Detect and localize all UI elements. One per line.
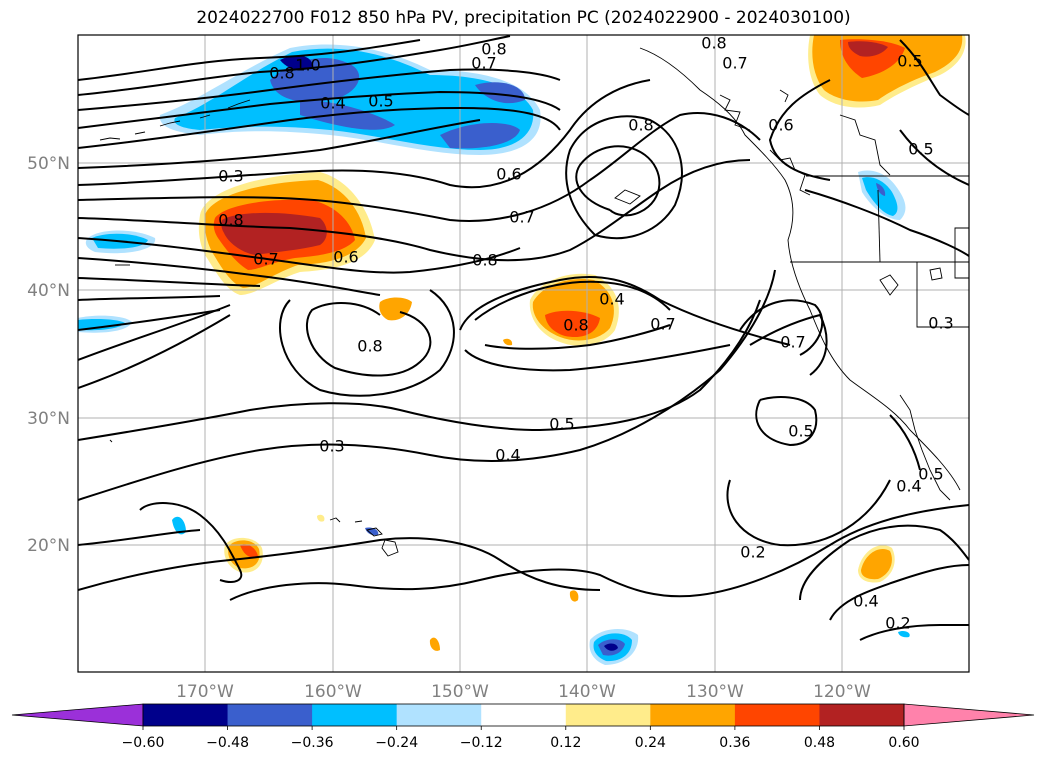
colorbar-swatch bbox=[481, 704, 567, 726]
contour-label: 0.3 bbox=[928, 314, 953, 333]
colorbar-swatch bbox=[819, 704, 905, 726]
colorbar-extend-min bbox=[11, 703, 144, 727]
pv-contours bbox=[78, 35, 969, 641]
contour-label: 0.7 bbox=[650, 315, 675, 334]
map-area: 0.8 1.0 0.8 0.7 0.4 0.5 0.8 0.7 0.5 0.8 … bbox=[78, 34, 969, 672]
colorbar-label: 0.48 bbox=[804, 735, 835, 751]
colorbar-swatch bbox=[227, 704, 313, 726]
colorbar-label: −0.48 bbox=[206, 735, 249, 751]
colorbar-label: −0.24 bbox=[375, 735, 418, 751]
contour-label: 0.5 bbox=[549, 415, 574, 434]
lon-tick-label: 140°W bbox=[558, 682, 616, 702]
colorbar-swatch bbox=[734, 704, 820, 726]
contour-label: 0.8 bbox=[269, 64, 294, 83]
colorbar-label: −0.12 bbox=[460, 735, 503, 751]
contour-label: 0.5 bbox=[368, 92, 393, 111]
contour-label: 0.8 bbox=[563, 316, 588, 335]
colorbar: −0.60 −0.48 −0.36 −0.24 −0.12 0.12 0.24 0.36 0.4… bbox=[11, 703, 1035, 751]
colorbar-swatch bbox=[565, 704, 651, 726]
colorbar-label: 0.12 bbox=[550, 735, 581, 751]
contour-label: 0.8 bbox=[357, 337, 382, 356]
colorbar-swatch bbox=[143, 704, 229, 726]
lon-tick-label: 160°W bbox=[304, 682, 362, 702]
contour-label: 0.4 bbox=[599, 290, 624, 309]
contour-label: 0.7 bbox=[471, 54, 496, 73]
lat-tick-label: 30°N bbox=[27, 409, 70, 429]
lat-tick-label: 40°N bbox=[27, 281, 70, 301]
contour-label: 0.8 bbox=[472, 251, 497, 270]
contour-label: 0.4 bbox=[495, 446, 520, 465]
colorbar-label: 0.60 bbox=[888, 735, 919, 751]
lon-tick-label: 130°W bbox=[686, 682, 744, 702]
contour-label: 0.8 bbox=[481, 40, 506, 59]
map-frame bbox=[77, 34, 970, 673]
contour-label: 0.7 bbox=[780, 333, 805, 352]
coastlines bbox=[99, 47, 969, 557]
contour-label: 0.6 bbox=[496, 165, 521, 184]
contour-label: 0.6 bbox=[768, 116, 793, 135]
contour-label: 0.4 bbox=[320, 94, 345, 113]
contour-label: 0.5 bbox=[788, 422, 813, 441]
lon-tick-labels: 170°W 160°W 150°W 140°W 130°W 120°W bbox=[176, 682, 871, 702]
colorbar-frame bbox=[142, 703, 905, 727]
contour-label: 0.2 bbox=[885, 614, 910, 633]
graticule bbox=[78, 35, 969, 672]
colorbar-swatch bbox=[650, 704, 736, 726]
lat-tick-label: 20°N bbox=[27, 536, 70, 556]
contour-label: 0.4 bbox=[896, 477, 921, 496]
contour-label: 0.7 bbox=[509, 208, 534, 227]
lon-tick-label: 170°W bbox=[176, 682, 234, 702]
contour-label: 0.8 bbox=[701, 34, 726, 53]
contour-label: 0.5 bbox=[918, 465, 943, 484]
contour-label: 0.5 bbox=[897, 52, 922, 71]
colorbar-swatch bbox=[312, 704, 398, 726]
lon-tick-label: 150°W bbox=[431, 682, 489, 702]
contour-label: 0.7 bbox=[253, 250, 278, 269]
lat-tick-labels: 50°N 40°N 30°N 20°N bbox=[27, 154, 70, 556]
lon-tick-label: 120°W bbox=[813, 682, 871, 702]
contour-label: 0.3 bbox=[319, 437, 344, 456]
colorbar-label: −0.36 bbox=[291, 735, 334, 751]
contour-labels: 0.8 1.0 0.8 0.7 0.4 0.5 0.8 0.7 0.5 0.8 … bbox=[218, 34, 953, 633]
contour-label: 0.7 bbox=[722, 54, 747, 73]
contour-label: 0.5 bbox=[908, 140, 933, 159]
contour-label: 1.0 bbox=[295, 56, 320, 75]
contour-label: 0.2 bbox=[740, 543, 765, 562]
contour-label: 0.4 bbox=[853, 592, 878, 611]
colorbar-swatch bbox=[396, 704, 482, 726]
colorbar-extend-max bbox=[903, 703, 1035, 727]
contour-label: 0.8 bbox=[218, 211, 243, 230]
map-title: 2024022700 F012 850 hPa PV, precipitatio… bbox=[196, 8, 851, 28]
contour-label: 0.3 bbox=[218, 167, 243, 186]
contour-label: 0.8 bbox=[628, 116, 653, 135]
contour-label: 0.6 bbox=[333, 248, 358, 267]
lat-tick-label: 50°N bbox=[27, 154, 70, 174]
colorbar-label: −0.60 bbox=[122, 735, 165, 751]
colorbar-label: 0.24 bbox=[635, 735, 666, 751]
colorbar-label: 0.36 bbox=[719, 735, 750, 751]
